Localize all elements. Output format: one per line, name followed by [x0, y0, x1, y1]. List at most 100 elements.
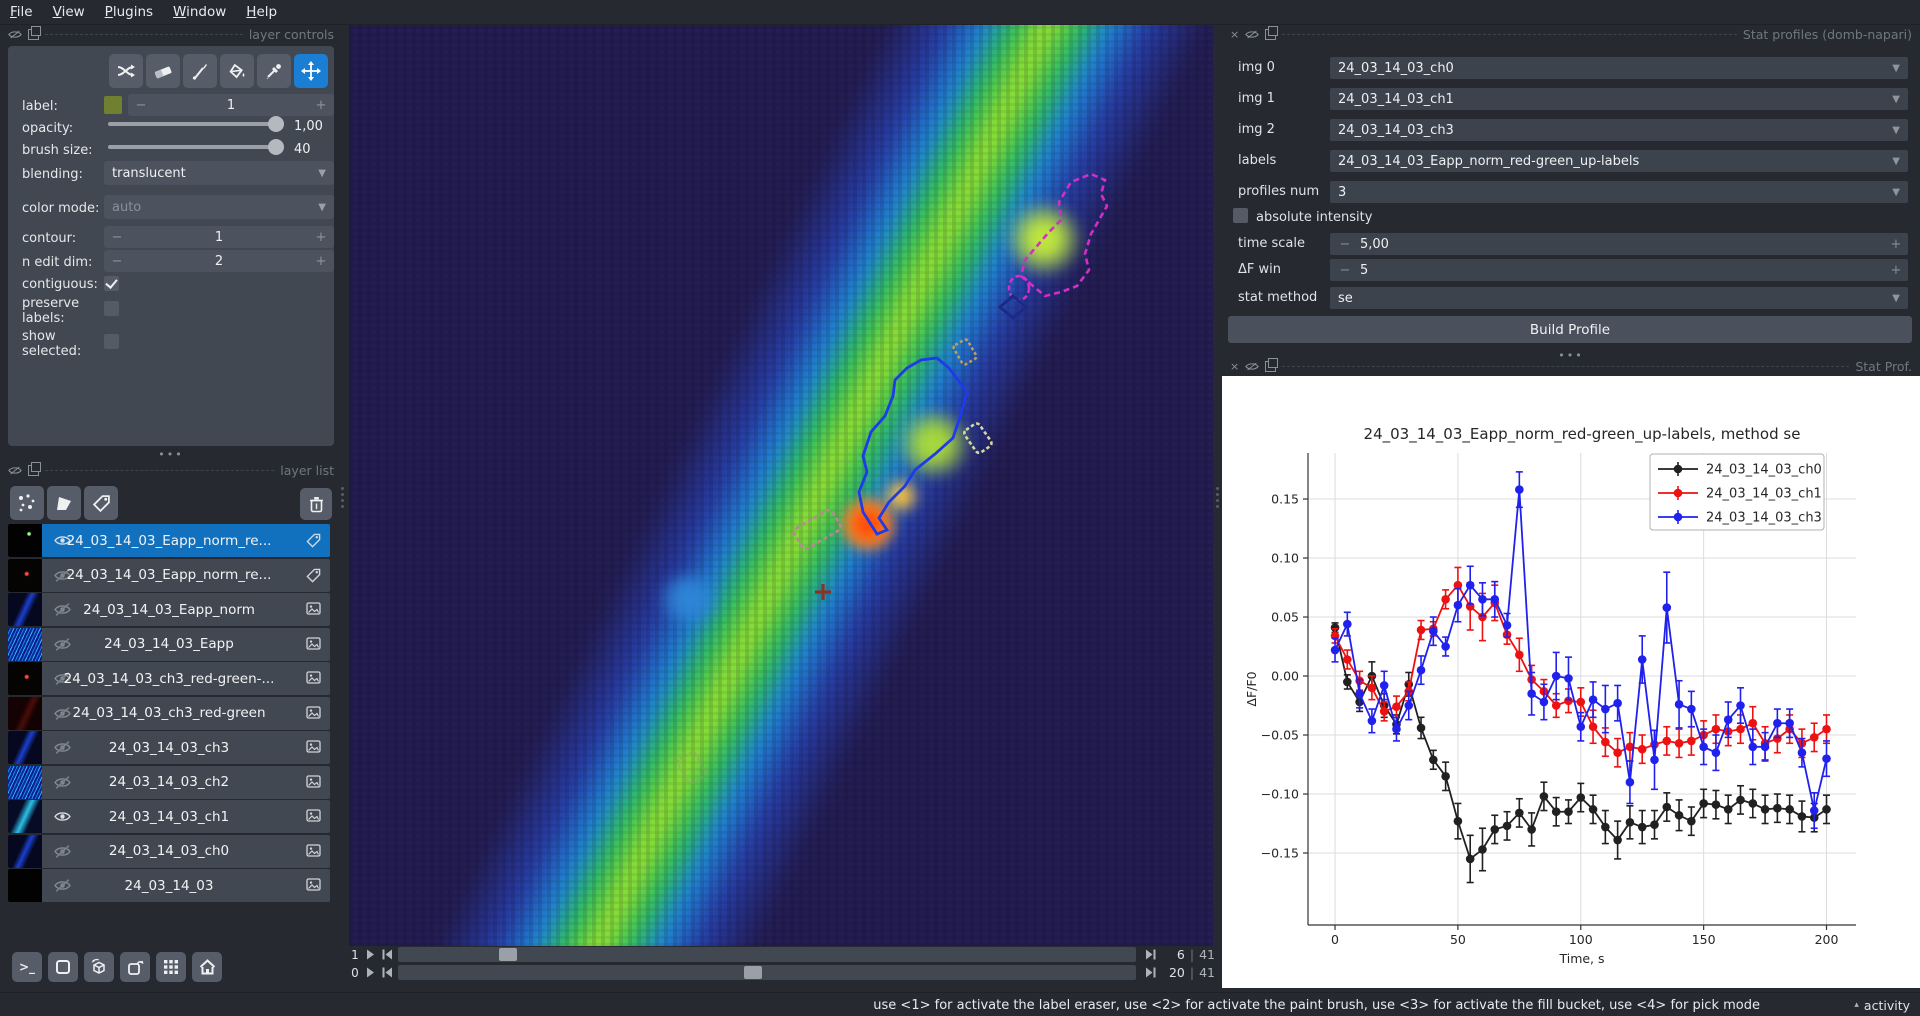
img0-combobox[interactable]: 24_03_14_03_ch0 ▼: [1330, 57, 1908, 79]
float-panel-icon[interactable]: [28, 461, 41, 476]
color-mode-combobox[interactable]: auto ▼: [104, 195, 334, 219]
stat-method-combobox[interactable]: se ▼: [1330, 287, 1908, 309]
decrement-icon[interactable]: −: [1339, 236, 1351, 252]
delete-layer-button[interactable]: [300, 488, 332, 520]
img2-combobox[interactable]: 24_03_14_03_ch3 ▼: [1330, 119, 1908, 141]
hide-panel-icon[interactable]: [1245, 30, 1260, 39]
skip-to-end-icon[interactable]: [1144, 966, 1157, 979]
skip-to-start-icon[interactable]: [380, 948, 393, 961]
layer-row[interactable]: 24_03_14_03_ch3_red-green-...: [8, 662, 330, 695]
layer-row[interactable]: 24_03_14_03_Eapp_norm: [8, 593, 330, 626]
layer-row[interactable]: 24_03_14_03_Eapp: [8, 627, 330, 661]
brush-size-knob[interactable]: [268, 139, 284, 155]
layer-row[interactable]: 24_03_14_03_Eapp_norm_re...: [8, 558, 330, 592]
layer-row[interactable]: 24_03_14_03_Eapp_norm_re...: [8, 524, 330, 557]
activity-toggle[interactable]: ▴ activity: [1854, 998, 1910, 1013]
n-edit-dim-spinbox[interactable]: − 2 +: [104, 250, 334, 272]
increment-icon[interactable]: +: [315, 97, 327, 113]
menu-file[interactable]: File: [10, 4, 33, 20]
layer-row[interactable]: 24_03_14_03_ch1: [8, 800, 330, 833]
shuffle-colors-button[interactable]: [109, 54, 143, 88]
skip-to-start-icon[interactable]: [380, 966, 393, 979]
increment-icon[interactable]: +: [1890, 262, 1902, 278]
float-panel-icon[interactable]: [1265, 25, 1279, 40]
menu-view[interactable]: View: [52, 4, 85, 20]
home-button[interactable]: [192, 952, 222, 982]
label-eraser-button[interactable]: [146, 54, 180, 88]
transpose-dimensions-button[interactable]: [120, 952, 150, 982]
visibility-eye-icon[interactable]: [54, 775, 74, 789]
visibility-eye-icon[interactable]: [54, 844, 74, 858]
new-labels-layer-button[interactable]: [84, 486, 118, 520]
visibility-eye-icon[interactable]: [54, 879, 74, 892]
close-icon[interactable]: ×: [1230, 359, 1240, 373]
visibility-eye-icon[interactable]: [54, 810, 74, 823]
color-picker-button[interactable]: [257, 54, 291, 88]
increment-icon[interactable]: +: [1890, 236, 1902, 252]
visibility-eye-icon[interactable]: [54, 534, 74, 547]
brush-size-track[interactable]: [108, 145, 284, 149]
opacity-track[interactable]: [108, 122, 284, 126]
brush-size-slider[interactable]: [108, 139, 284, 155]
increment-icon[interactable]: +: [315, 253, 327, 269]
build-profile-button[interactable]: Build Profile: [1228, 316, 1912, 343]
visibility-eye-icon[interactable]: [54, 741, 74, 754]
labels-combobox[interactable]: 24_03_14_03_Eapp_norm_red-green_up-label…: [1330, 150, 1908, 172]
visibility-eye-icon[interactable]: [54, 603, 74, 616]
panel-resize-handle[interactable]: •••: [158, 448, 184, 461]
dock-splitter-handle[interactable]: [1216, 487, 1219, 490]
decrement-icon[interactable]: −: [135, 97, 147, 113]
increment-icon[interactable]: +: [315, 229, 327, 245]
menu-window[interactable]: Window: [173, 4, 227, 20]
frame-slider-handle[interactable]: [498, 948, 517, 961]
play-button[interactable]: [364, 948, 377, 961]
visibility-eye-icon[interactable]: [54, 706, 74, 720]
hide-panel-icon[interactable]: [1245, 362, 1260, 371]
menu-plugins[interactable]: Plugins: [104, 4, 154, 20]
visibility-eye-icon[interactable]: [54, 568, 74, 582]
layer-row[interactable]: 24_03_14_03_ch2: [8, 765, 330, 799]
decrement-icon[interactable]: −: [1339, 262, 1351, 278]
visibility-eye-icon[interactable]: [54, 672, 74, 685]
decrement-icon[interactable]: −: [111, 253, 123, 269]
decrement-icon[interactable]: −: [111, 229, 123, 245]
menu-help[interactable]: Help: [246, 4, 278, 20]
skip-to-end-icon[interactable]: [1144, 948, 1157, 961]
label-spinbox[interactable]: − 1 +: [128, 94, 334, 116]
float-panel-icon[interactable]: [1265, 357, 1279, 372]
grid-view-button[interactable]: [156, 952, 186, 982]
profiles-num-combobox[interactable]: 3 ▼: [1330, 181, 1908, 203]
console-button[interactable]: >_: [12, 952, 42, 982]
contiguous-checkbox[interactable]: [104, 276, 119, 291]
paint-brush-button[interactable]: [183, 54, 217, 88]
pan-zoom-button[interactable]: [294, 54, 328, 88]
panel-resize-handle[interactable]: •••: [1558, 349, 1584, 362]
layer-row[interactable]: 24_03_14_03_ch3_red-green: [8, 696, 330, 730]
hide-panel-icon[interactable]: [8, 466, 22, 475]
time-scale-spinbox[interactable]: − 5,00 +: [1330, 233, 1908, 255]
show-selected-checkbox[interactable]: [104, 334, 119, 349]
frame-slider[interactable]: [398, 947, 1136, 962]
viewer-canvas[interactable]: [349, 24, 1213, 946]
opacity-slider[interactable]: [108, 116, 284, 132]
img1-combobox[interactable]: 24_03_14_03_ch1 ▼: [1330, 88, 1908, 110]
df-win-spinbox[interactable]: − 5 +: [1330, 259, 1908, 281]
play-button[interactable]: [364, 966, 377, 979]
hide-panel-icon[interactable]: [8, 30, 22, 39]
preserve-labels-checkbox[interactable]: [104, 301, 119, 316]
close-icon[interactable]: ×: [1230, 27, 1240, 41]
dock-splitter-handle[interactable]: [341, 487, 344, 490]
frame-slider-handle[interactable]: [743, 966, 762, 979]
label-color-swatch[interactable]: [104, 96, 122, 114]
visibility-eye-icon[interactable]: [54, 637, 74, 651]
frame-slider[interactable]: [398, 965, 1136, 980]
blending-combobox[interactable]: translucent ▼: [104, 161, 334, 185]
layer-row[interactable]: 24_03_14_03_ch0: [8, 834, 330, 868]
layer-row[interactable]: 24_03_14_03: [8, 869, 330, 902]
ndisplay-2d-button[interactable]: [48, 952, 78, 982]
absolute-intensity-checkbox[interactable]: [1233, 208, 1248, 223]
roll-dimensions-button[interactable]: [84, 952, 114, 982]
fill-bucket-button[interactable]: [220, 54, 254, 88]
float-panel-icon[interactable]: [28, 25, 41, 40]
new-points-layer-button[interactable]: [10, 486, 44, 520]
